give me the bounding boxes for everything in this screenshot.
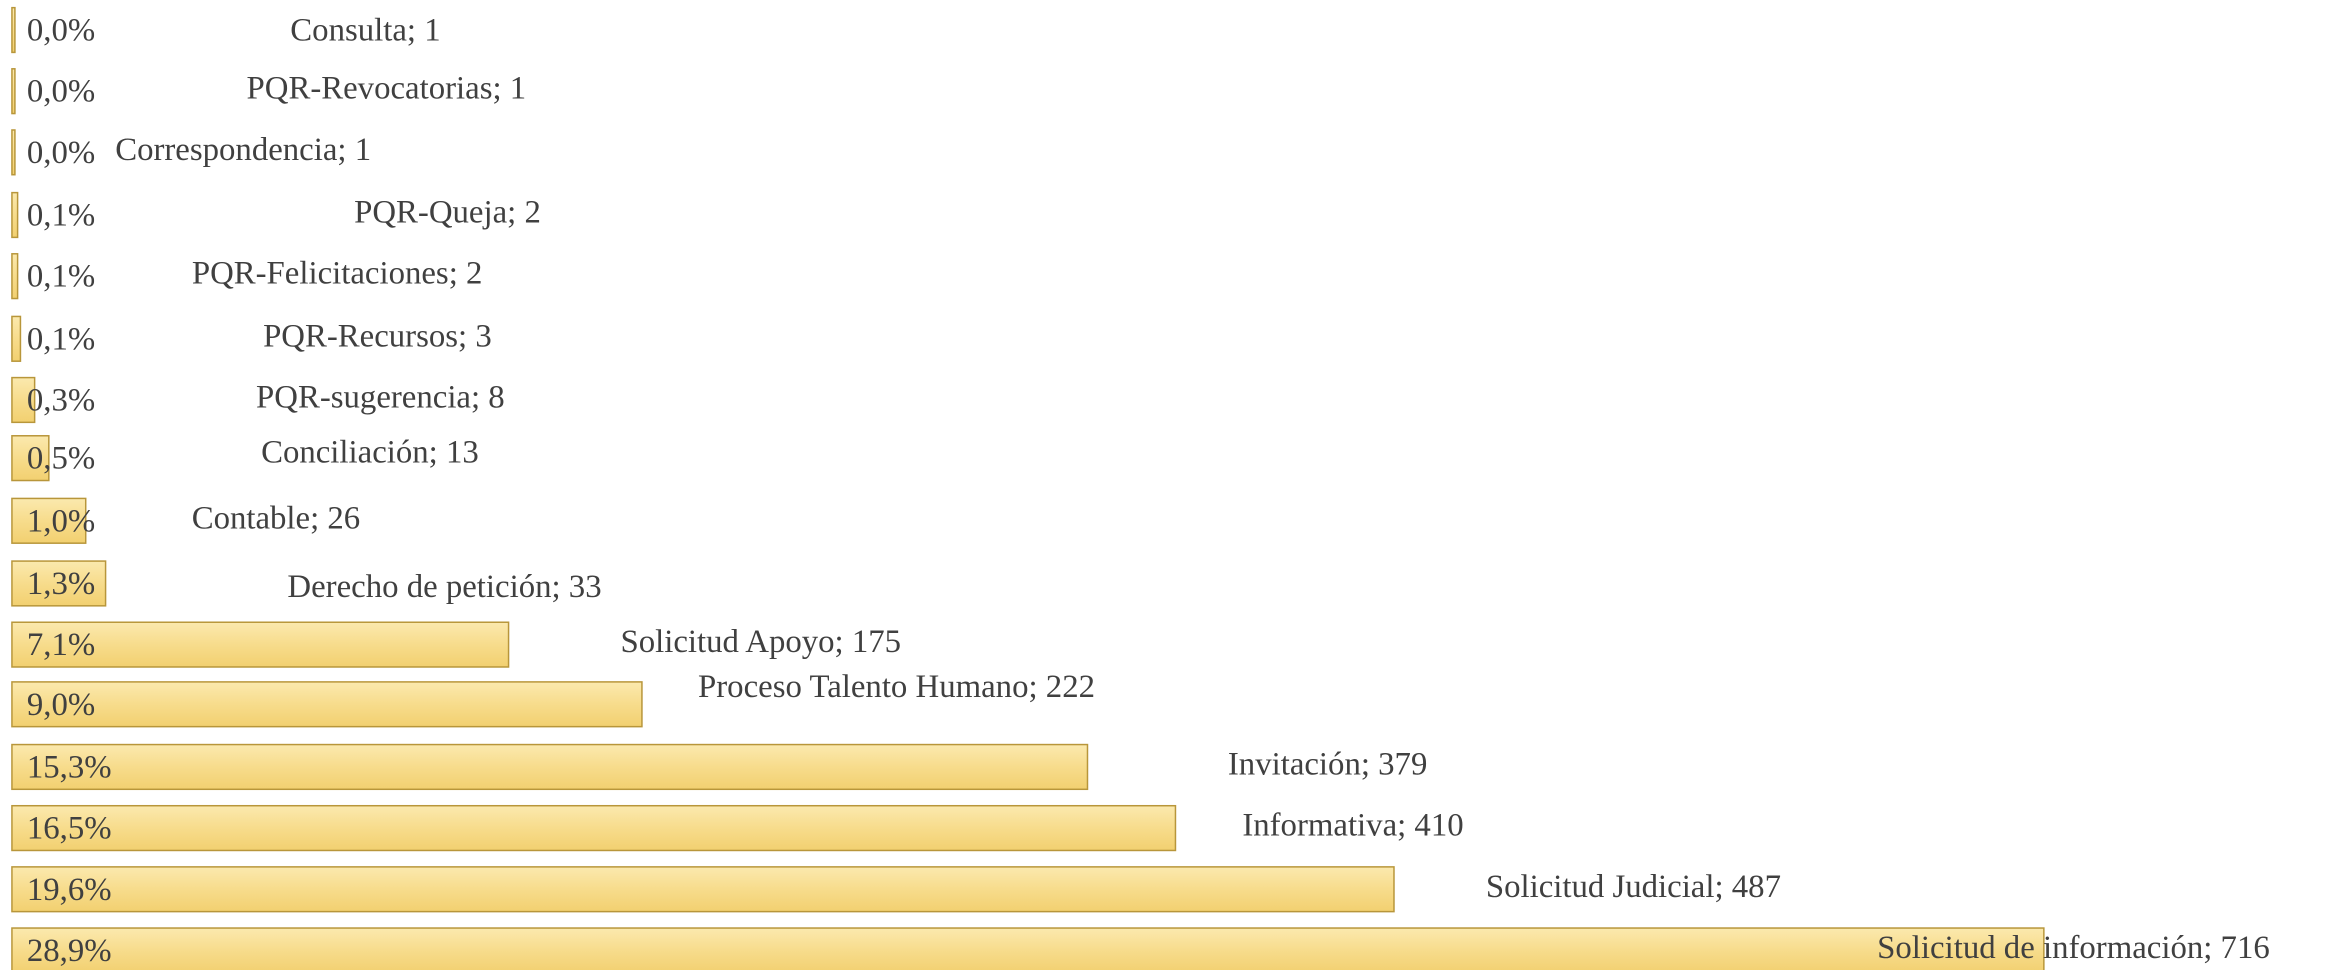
- data-label: Solicitud Judicial; 487: [1486, 869, 1781, 905]
- percent-label: 16,5%: [27, 811, 112, 847]
- bar: [11, 866, 1395, 913]
- data-label: PQR-Revocatorias; 1: [247, 71, 527, 107]
- bar: [11, 435, 50, 482]
- data-label: Invitación; 379: [1228, 746, 1427, 782]
- bar: [11, 68, 16, 115]
- bar: [11, 743, 1089, 791]
- percent-label: 15,3%: [27, 749, 112, 785]
- percent-label: 28,9%: [27, 933, 112, 969]
- bar: [11, 6, 16, 54]
- data-label: PQR-Felicitaciones; 2: [192, 256, 483, 292]
- percent-label: 1,3%: [27, 566, 95, 602]
- percent-label: 0,1%: [27, 259, 95, 295]
- percent-label: 0,5%: [27, 441, 95, 477]
- percent-label: 0,1%: [27, 321, 95, 357]
- bar: [11, 804, 1177, 852]
- data-label: Informativa; 410: [1242, 808, 1463, 844]
- percent-label: 19,6%: [27, 872, 112, 908]
- data-label: Derecho de petición; 33: [287, 569, 601, 605]
- data-label: PQR-sugerencia; 8: [256, 380, 505, 416]
- bar: [11, 129, 16, 176]
- data-label: PQR-Queja; 2: [354, 195, 541, 231]
- percent-label: 0,1%: [27, 198, 95, 234]
- data-label: Proceso Talento Humano; 222: [698, 669, 1095, 705]
- bar: [11, 497, 87, 544]
- percent-label: 7,1%: [27, 627, 95, 663]
- bar: [11, 681, 643, 728]
- percent-label: 0,0%: [27, 74, 95, 110]
- data-label: Consulta; 1: [290, 13, 440, 49]
- percent-label: 1,0%: [27, 503, 95, 539]
- data-label: Contable; 26: [192, 500, 361, 536]
- data-label: Solicitud de información; 716: [1877, 930, 2270, 966]
- percent-label: 0,3%: [27, 382, 95, 418]
- bar: [11, 315, 22, 362]
- percent-label: 9,0%: [27, 687, 95, 723]
- percent-label: 0,0%: [27, 135, 95, 171]
- bar: [11, 376, 36, 424]
- bar: [11, 253, 19, 300]
- data-label: Solicitud Apoyo; 175: [620, 624, 901, 660]
- percent-label: 0,0%: [27, 13, 95, 49]
- data-label: PQR-Recursos; 3: [263, 318, 492, 354]
- data-label: Conciliación; 13: [261, 435, 479, 471]
- bar: [11, 560, 107, 607]
- bar: [11, 927, 2045, 970]
- bar: [11, 621, 510, 668]
- bar: [11, 191, 19, 239]
- data-label: Correspondencia; 1: [115, 132, 371, 168]
